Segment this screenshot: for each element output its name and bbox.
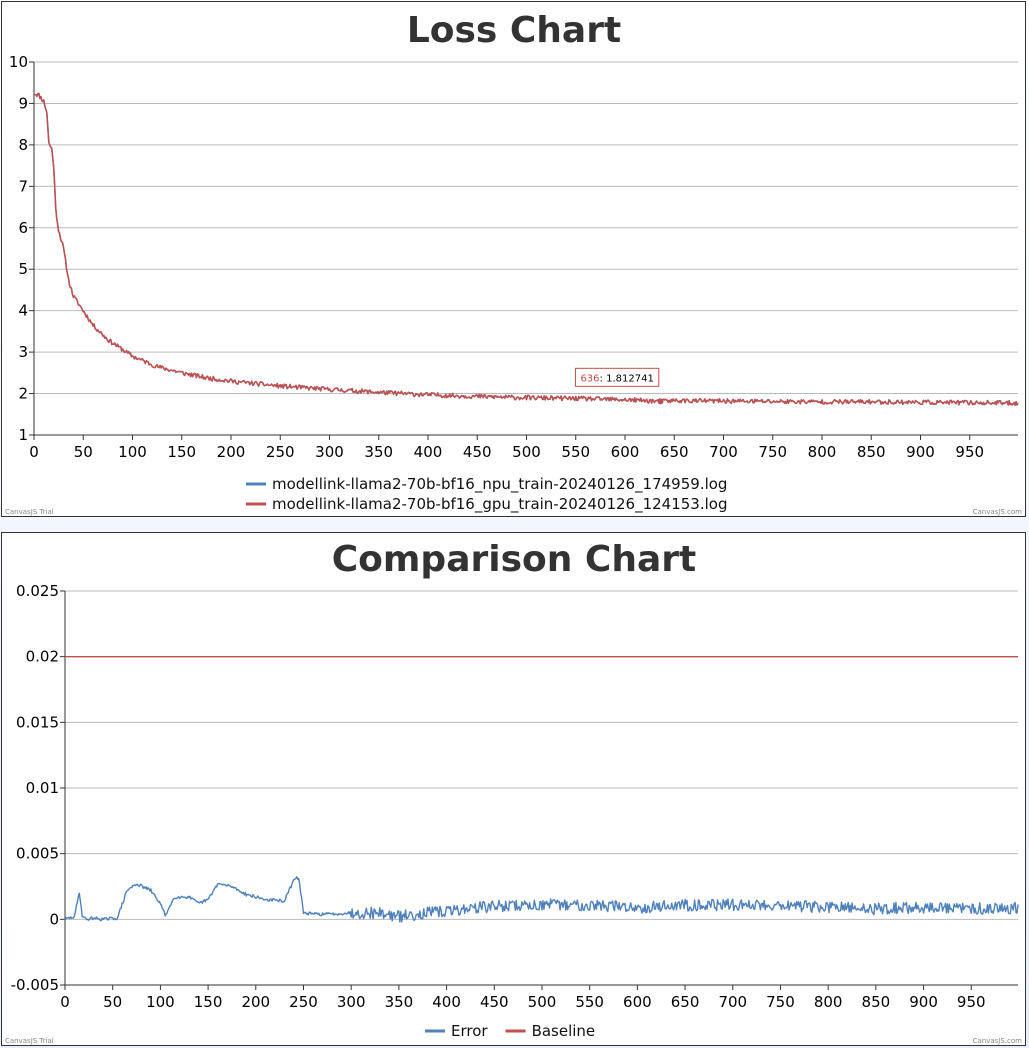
y-tick-label: 2 bbox=[18, 385, 28, 403]
legend-item[interactable]: modellink-llama2-70b-bf16_npu_train-2024… bbox=[272, 475, 727, 494]
y-tick-label: 8 bbox=[18, 136, 28, 154]
y-tick-label: 0.005 bbox=[16, 845, 59, 863]
y-tick-label: -0.005 bbox=[11, 976, 59, 994]
legend-item[interactable]: Error bbox=[451, 1022, 488, 1040]
series-line[interactable] bbox=[33, 92, 1019, 406]
tooltip-y: 1.812741 bbox=[606, 373, 654, 384]
y-tick-label: 0.015 bbox=[16, 713, 59, 731]
x-tick-label: 500 bbox=[528, 993, 557, 1011]
loss-chart-panel: Loss Chart 1 2 3 4 5 6 7 8 9 10 0 50 100 150 200 250 30… bbox=[1, 1, 1026, 517]
x-tick-label: 250 bbox=[266, 443, 295, 461]
x-tick-label: 50 bbox=[103, 993, 122, 1011]
x-tick-label: 700 bbox=[718, 993, 747, 1011]
y-tick-label: 3 bbox=[18, 343, 28, 361]
tooltip-x: 636 bbox=[580, 373, 599, 384]
y-tick-label: 7 bbox=[18, 177, 28, 195]
x-tick-label: 700 bbox=[709, 443, 738, 461]
x-tick-label: 950 bbox=[957, 993, 986, 1011]
x-tick-label: 200 bbox=[241, 993, 270, 1011]
x-tick-label: 750 bbox=[758, 443, 787, 461]
data-tooltip: 636: 1.812741 bbox=[574, 367, 660, 387]
legend-item[interactable]: Baseline bbox=[532, 1022, 596, 1040]
comparison-chart: Comparison Chart -0.00500.0050.010.0150.… bbox=[5, 539, 1023, 1045]
x-tick-label: 650 bbox=[660, 443, 689, 461]
y-tick-label: 9 bbox=[18, 94, 28, 112]
x-tick-label: 0 bbox=[29, 443, 39, 461]
loss-chart: Loss Chart 1 2 3 4 5 6 7 8 9 10 0 50 100 150 200 250 30… bbox=[5, 10, 1023, 516]
x-tick-label: 400 bbox=[414, 443, 443, 461]
comparison-chart-panel: Comparison Chart -0.005 0 0.005 0.01 0.015 0.… bbox=[1, 532, 1026, 1046]
x-tick-label: 750 bbox=[766, 993, 795, 1011]
x-tick-label: 600 bbox=[623, 993, 652, 1011]
svg-text:636: 1.812741: 636: 1.812741 bbox=[580, 373, 653, 384]
x-tick-label: 350 bbox=[385, 993, 414, 1011]
x-tick-label: 350 bbox=[364, 443, 393, 461]
x-tick-label: 950 bbox=[955, 443, 984, 461]
x-tick-label: 850 bbox=[857, 443, 886, 461]
y-tick-label: 4 bbox=[18, 302, 28, 320]
watermark-right[interactable]: CanvasJS.com bbox=[973, 1037, 1023, 1045]
y-tick-label: 5 bbox=[18, 260, 28, 278]
y-tick-label: 6 bbox=[18, 219, 28, 237]
x-tick-label: 550 bbox=[575, 993, 604, 1011]
x-tick-label: 0 bbox=[60, 993, 70, 1011]
watermark-left: CanvasJS Trial bbox=[5, 508, 54, 516]
y-tick-label: 1 bbox=[18, 426, 28, 444]
x-tick-label: 250 bbox=[289, 993, 318, 1011]
x-tick-label: 100 bbox=[118, 443, 147, 461]
watermark-right[interactable]: CanvasJS.com bbox=[973, 508, 1023, 516]
x-tick-label: 300 bbox=[315, 443, 344, 461]
y-tick-label: 0.02 bbox=[26, 648, 59, 666]
comparison-chart-title: Comparison Chart bbox=[332, 539, 696, 580]
x-tick-label: 150 bbox=[167, 443, 196, 461]
y-tick-label: 10 bbox=[9, 53, 28, 71]
series-line[interactable] bbox=[64, 876, 1019, 923]
x-tick-label: 300 bbox=[337, 993, 366, 1011]
loss-chart-title: Loss Chart bbox=[407, 10, 621, 51]
x-tick-label: 200 bbox=[217, 443, 246, 461]
x-tick-label: 500 bbox=[512, 443, 541, 461]
y-tick-label: 0.01 bbox=[26, 779, 59, 797]
x-tick-label: 900 bbox=[906, 443, 935, 461]
series-line[interactable] bbox=[33, 92, 1019, 406]
x-tick-label: 100 bbox=[146, 993, 175, 1011]
tooltip-marker bbox=[657, 398, 664, 405]
y-tick-label: 0 bbox=[49, 910, 59, 928]
x-tick-label: 550 bbox=[561, 443, 590, 461]
legend-item[interactable]: modellink-llama2-70b-bf16_gpu_train-2024… bbox=[272, 495, 727, 514]
x-tick-label: 50 bbox=[74, 443, 93, 461]
y-tick-label: 0.025 bbox=[16, 582, 59, 600]
x-tick-label: 800 bbox=[808, 443, 837, 461]
x-tick-label: 150 bbox=[194, 993, 223, 1011]
x-tick-label: 600 bbox=[611, 443, 640, 461]
watermark-left: CanvasJS Trial bbox=[5, 1037, 54, 1045]
x-tick-label: 850 bbox=[862, 993, 891, 1011]
x-tick-label: 650 bbox=[671, 993, 700, 1011]
x-tick-label: 450 bbox=[463, 443, 492, 461]
x-tick-label: 400 bbox=[432, 993, 461, 1011]
x-tick-label: 900 bbox=[909, 993, 938, 1011]
x-tick-label: 450 bbox=[480, 993, 509, 1011]
x-tick-label: 800 bbox=[814, 993, 843, 1011]
